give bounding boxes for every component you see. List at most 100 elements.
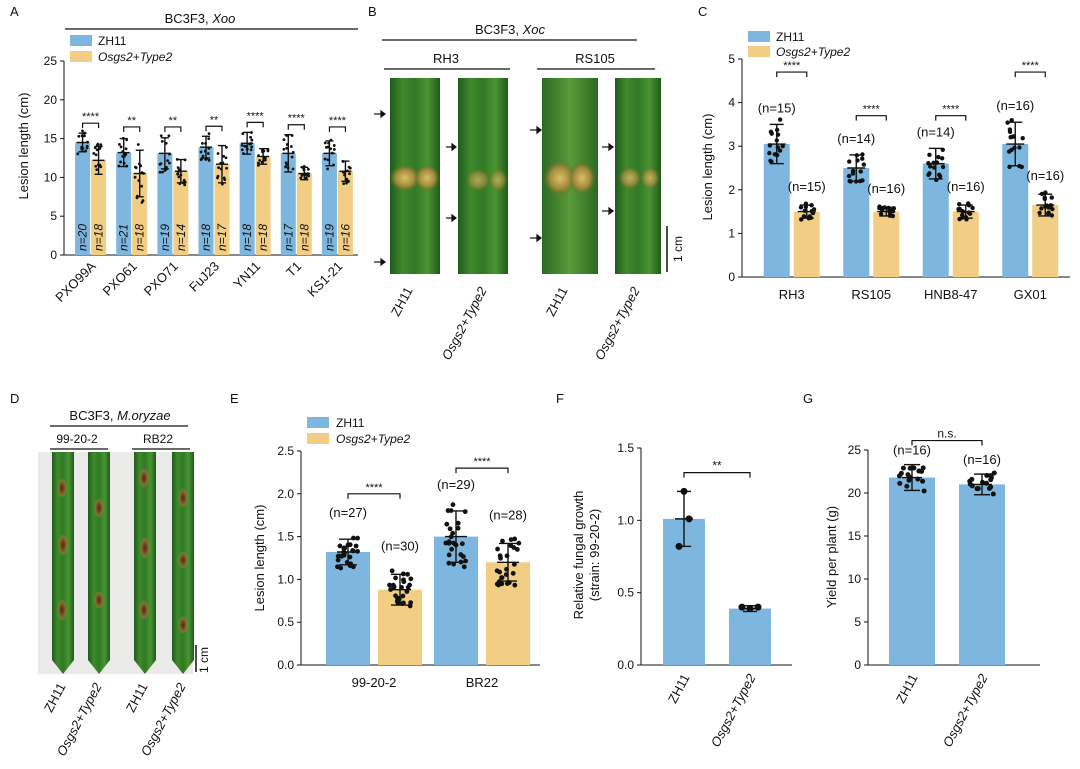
bar-zh11 bbox=[157, 153, 173, 255]
data-point bbox=[1017, 145, 1022, 150]
data-point bbox=[326, 158, 330, 162]
legend-swatch-mutant bbox=[70, 51, 92, 62]
data-point bbox=[847, 159, 852, 164]
legend-zh11: ZH11 bbox=[336, 416, 365, 430]
data-point bbox=[258, 159, 262, 162]
x-tick-label: HNB8-47 bbox=[924, 287, 977, 302]
data-point bbox=[207, 158, 211, 162]
data-point bbox=[326, 167, 329, 171]
data-point bbox=[408, 600, 414, 606]
data-point bbox=[511, 561, 517, 567]
data-point bbox=[282, 147, 286, 151]
significance-label: **** bbox=[288, 113, 306, 125]
data-point bbox=[921, 488, 927, 494]
significance-bracket bbox=[683, 471, 751, 478]
scale-label: 1 cm bbox=[671, 236, 685, 262]
data-point bbox=[461, 564, 467, 570]
data-point bbox=[291, 167, 295, 171]
data-point bbox=[337, 543, 343, 549]
data-point bbox=[158, 170, 162, 174]
bar-zh11 bbox=[843, 168, 870, 277]
bar-zh11 bbox=[75, 142, 91, 255]
data-point bbox=[1020, 135, 1025, 141]
data-point bbox=[516, 540, 522, 546]
data-point bbox=[455, 520, 461, 526]
data-point bbox=[936, 154, 941, 160]
data-point bbox=[183, 183, 187, 187]
scale-label: 1 cm bbox=[197, 647, 211, 673]
data-point bbox=[970, 205, 975, 211]
sample-label: Osgs2+Type2 bbox=[592, 284, 643, 363]
x-tick-label: KS1-21 bbox=[304, 259, 345, 300]
significance-bracket bbox=[455, 467, 509, 474]
panel-letter-a: A bbox=[10, 4, 19, 19]
data-point bbox=[904, 483, 910, 489]
y-tick-label: 0 bbox=[50, 248, 57, 262]
significance-label: **** bbox=[247, 110, 265, 122]
data-point bbox=[777, 117, 783, 122]
y-axis-label: Yield per plant (g) bbox=[824, 506, 839, 608]
data-point bbox=[1007, 127, 1013, 132]
data-point bbox=[504, 553, 510, 559]
y-tick-label: 5 bbox=[50, 209, 57, 223]
data-point bbox=[353, 543, 359, 549]
x-tick-label: 99-20-2 bbox=[352, 675, 397, 690]
data-point bbox=[850, 171, 856, 176]
data-point bbox=[510, 570, 516, 576]
n-label: n=17 bbox=[281, 223, 295, 251]
data-point bbox=[447, 526, 453, 532]
data-point bbox=[117, 142, 121, 146]
data-point bbox=[974, 486, 980, 492]
bar-mutant bbox=[214, 164, 230, 255]
legend-swatch-mutant bbox=[307, 433, 329, 444]
data-point bbox=[182, 178, 186, 182]
data-point bbox=[207, 132, 211, 136]
n-label: (n=16) bbox=[963, 452, 1001, 467]
panel-d-header: BC3F3, M.oryzae bbox=[69, 408, 170, 423]
data-point bbox=[177, 168, 181, 172]
data-point bbox=[285, 163, 289, 167]
data-point bbox=[207, 137, 211, 141]
y-tick-label: 20 bbox=[44, 93, 58, 107]
bar-mutant bbox=[793, 211, 820, 277]
data-point bbox=[1009, 134, 1015, 140]
data-point bbox=[224, 156, 228, 160]
data-point bbox=[176, 172, 180, 175]
data-point bbox=[332, 148, 336, 151]
data-point bbox=[514, 546, 520, 552]
data-point bbox=[341, 545, 347, 551]
data-point bbox=[780, 143, 785, 149]
data-point bbox=[1046, 205, 1051, 210]
y-tick-label: 0 bbox=[728, 270, 735, 284]
x-tick-label: T1 bbox=[283, 259, 304, 280]
group-label-99-20-2: 99-20-2 bbox=[56, 432, 98, 446]
data-point bbox=[401, 600, 406, 606]
sample-label: ZH11 bbox=[41, 680, 69, 714]
data-point bbox=[256, 163, 260, 167]
data-point bbox=[240, 143, 244, 147]
bar-zh11 bbox=[763, 144, 790, 277]
significance-label: **** bbox=[473, 456, 491, 468]
data-point bbox=[451, 540, 456, 546]
data-point bbox=[176, 166, 180, 170]
bar-mutant bbox=[255, 156, 271, 255]
chart-f: 0.0 0.5 1.0 1.5 ZH11 Osgs2+Type2 ** bbox=[617, 441, 792, 749]
bar-mutant bbox=[91, 160, 107, 255]
data-point bbox=[798, 205, 804, 210]
significance-label: **** bbox=[1022, 60, 1040, 72]
data-point bbox=[905, 472, 911, 478]
data-point bbox=[300, 174, 304, 177]
data-point bbox=[400, 593, 406, 599]
sample-label: ZH11 bbox=[543, 284, 571, 318]
x-tick-label: YN11 bbox=[230, 259, 263, 292]
bar-zh11 bbox=[198, 147, 214, 255]
data-point bbox=[217, 166, 220, 170]
leaf-photo bbox=[134, 452, 156, 674]
significance-bracket bbox=[205, 125, 223, 132]
data-point bbox=[117, 164, 121, 168]
data-point bbox=[777, 148, 783, 153]
data-point bbox=[92, 151, 96, 155]
data-point bbox=[767, 150, 772, 156]
data-point bbox=[304, 176, 308, 180]
data-point bbox=[119, 160, 122, 164]
